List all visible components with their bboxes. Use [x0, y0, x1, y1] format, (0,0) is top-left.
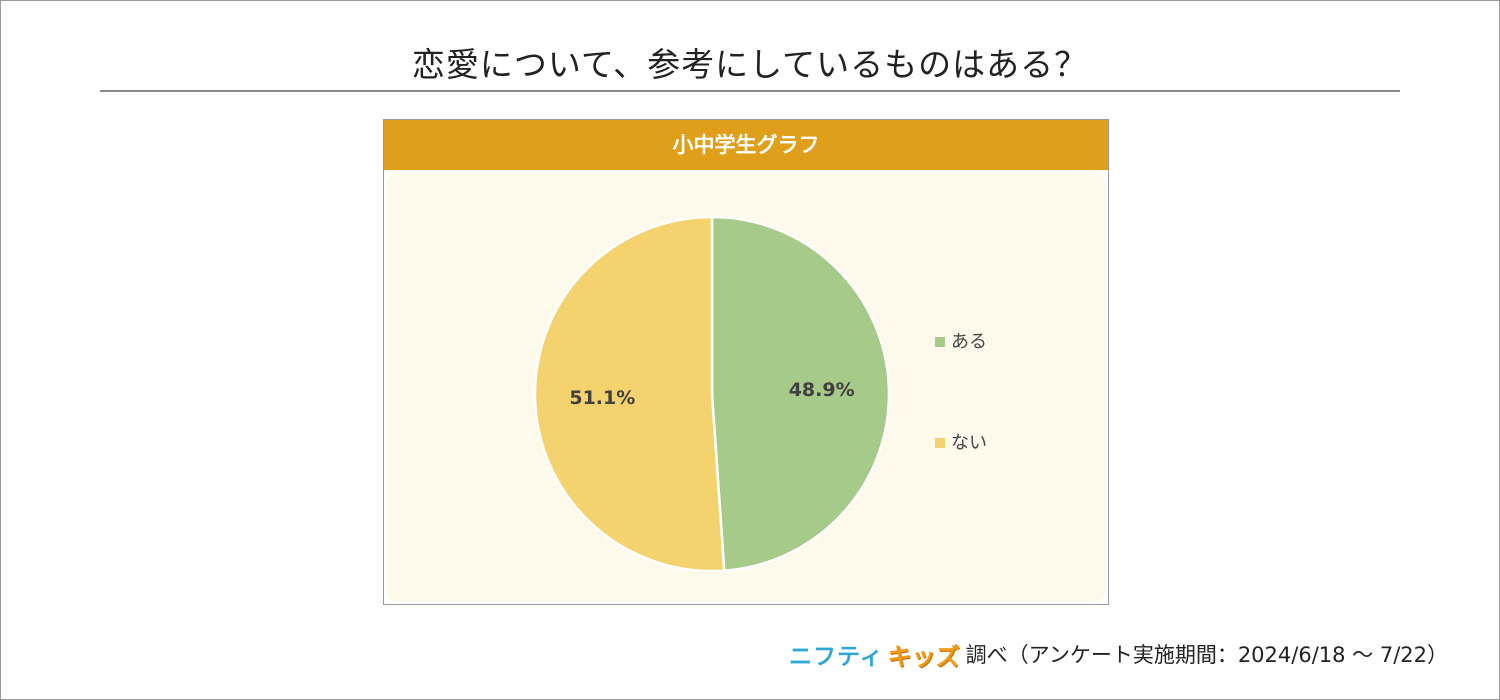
page-title: 恋愛について、参考にしているものはある？ — [411, 45, 1089, 84]
pie-slice-labels: 48.9% 51.1% — [569, 379, 854, 409]
pie-slice-1 — [710, 215, 891, 572]
title-divider — [100, 90, 1400, 92]
slice-value-label-2: 51.1% — [569, 387, 635, 409]
footer-credit: ニフティ キッズ 調べ（アンケート実施期間：2024/6/18 〜 7/22） — [789, 636, 1448, 672]
pie-slices — [533, 215, 891, 573]
chart-panel: 小中学生グラフ 48.9% 51.1% あるない — [383, 119, 1109, 605]
chart-panel-header: 小中学生グラフ — [384, 120, 1108, 170]
chart-panel-body: 48.9% 51.1% あるない — [386, 173, 1106, 602]
legend-label-1: ある — [951, 332, 987, 353]
pie-slice-2 — [533, 215, 726, 573]
nifty-kids-logo: ニフティ キッズ — [789, 637, 960, 672]
brand-kids-text: キッズ — [887, 643, 960, 671]
legend-swatch-1 — [935, 337, 945, 347]
legend-label-2: ない — [951, 433, 987, 454]
survey-period-note: 調べ（アンケート実施期間：2024/6/18 〜 7/22） — [965, 643, 1448, 667]
brand-nifty-text: ニフティ — [789, 643, 884, 669]
slice-value-label-1: 48.9% — [789, 379, 855, 401]
legend-swatch-2 — [935, 438, 945, 448]
